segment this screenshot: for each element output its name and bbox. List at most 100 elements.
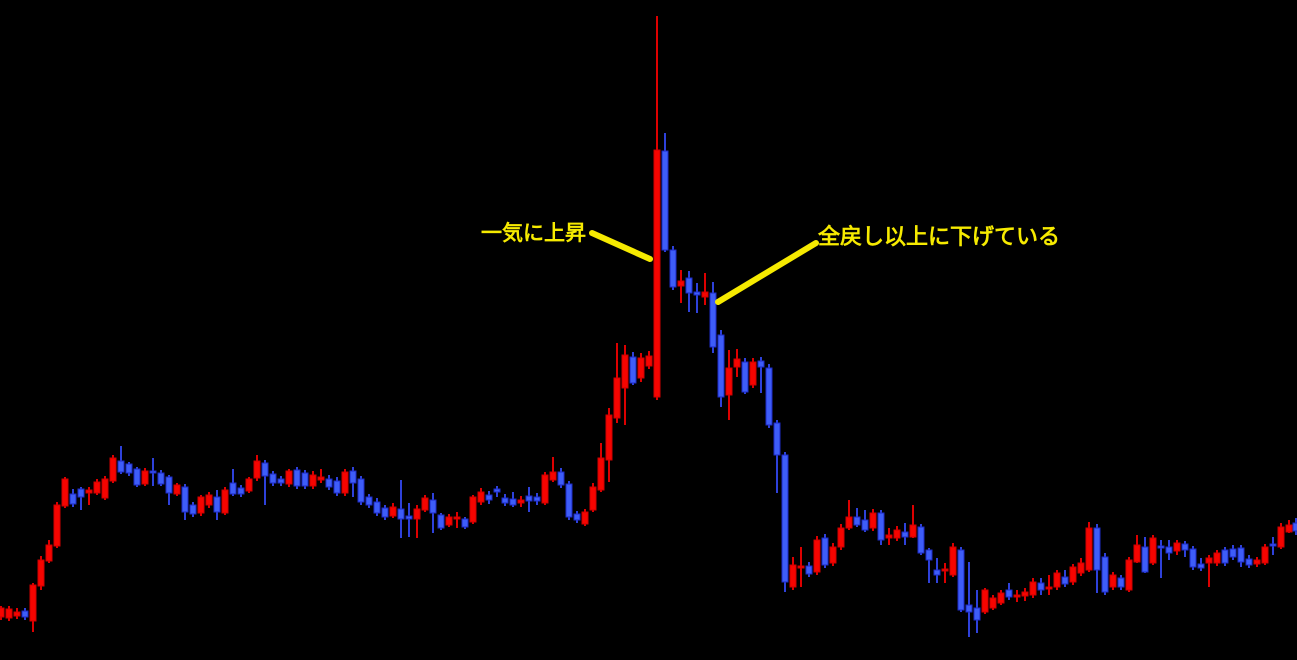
candle [509,492,517,507]
candle [797,547,805,587]
candle [757,357,765,393]
candle [973,590,981,633]
candle [1093,524,1101,593]
candle [557,468,565,488]
candle [157,470,165,486]
candle [101,476,109,500]
candle [429,493,437,533]
candle [21,608,29,620]
candle [901,523,909,545]
candle [1285,520,1293,533]
candle [61,477,69,508]
candle [317,469,325,483]
candle [461,517,469,529]
candle [1173,540,1181,555]
candle [357,476,365,505]
candle [1245,555,1253,568]
candle [197,495,205,516]
candle [501,494,509,506]
candle [149,458,157,486]
candle [1013,590,1021,602]
candle [1069,564,1077,585]
candle [669,246,677,290]
candle [213,490,221,520]
candle [629,352,637,385]
candle [365,494,373,508]
candle [253,455,261,481]
candle [13,608,21,619]
candle [573,511,581,523]
candle [1149,535,1157,565]
candle [1061,570,1069,587]
candle [1269,537,1277,555]
candle [933,558,941,583]
candle [717,330,725,407]
candle [229,469,237,496]
candle [221,487,229,515]
candle [341,469,349,496]
candle [685,271,693,312]
candle [637,353,645,382]
candle [413,505,421,538]
candle [997,590,1005,605]
candle [1005,583,1013,600]
candle [1125,557,1133,592]
candle [829,543,837,566]
candle [909,505,917,538]
candle [893,526,901,541]
annotation-callout-line [589,230,653,262]
candle [813,536,821,575]
annotation-label: 全戻し以上に下げている [818,224,1061,249]
candle [1277,523,1285,549]
candle [125,462,133,476]
candle [445,514,453,527]
candle [589,483,597,512]
candle [237,485,245,497]
candle [869,509,877,531]
candle [1229,545,1237,560]
candle [333,477,341,496]
candle [109,455,117,483]
candle [469,495,477,524]
candle [293,467,301,489]
candle [517,496,525,507]
candle [845,500,853,530]
candle [493,486,501,497]
candle [69,489,77,507]
candle [1213,550,1221,566]
candle [1053,570,1061,590]
candle [453,512,461,528]
candle [621,345,629,425]
candle [1133,535,1141,563]
candle [821,534,829,568]
candle [597,443,605,492]
annotation-label: 一気に上昇 [481,222,586,245]
candle [301,470,309,489]
candle [773,420,781,493]
candle [1292,518,1297,535]
candle [1021,588,1029,601]
candle [525,487,533,512]
candle [1077,558,1085,576]
candle [861,510,869,532]
candle [181,484,189,520]
candle [45,540,53,563]
candle [605,408,613,482]
candle [917,524,925,555]
candle [781,452,789,592]
candle [389,503,397,518]
candle [693,283,701,313]
candle [93,479,101,495]
candle [565,481,573,520]
candle [29,583,37,632]
candle [0,606,5,620]
candle [701,273,709,305]
candle [85,487,93,505]
candle [141,468,149,486]
candle [1085,522,1093,572]
candle [381,505,389,520]
candle [741,358,749,394]
candle [541,472,549,505]
